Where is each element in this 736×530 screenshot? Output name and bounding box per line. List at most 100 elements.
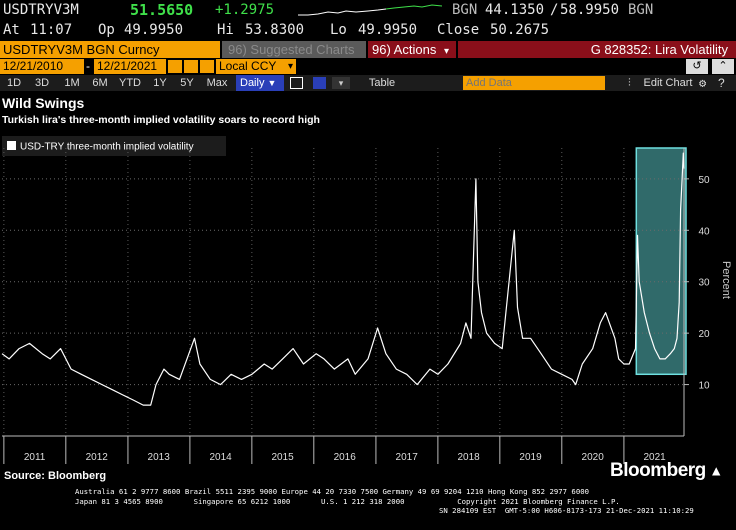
quote-source: BGN: [452, 2, 478, 18]
start-date-dash: -: [86, 59, 90, 73]
chart-subtitle: Turkish lira's three-month implied volat…: [2, 114, 320, 126]
range-1m[interactable]: 1M: [64, 77, 80, 89]
close-value: 50.2675: [490, 22, 550, 38]
ticker-symbol: USDTRYV3M: [3, 2, 79, 18]
calendar-icon-3[interactable]: [200, 60, 214, 73]
end-date-value: 12/21/2021: [97, 59, 158, 73]
open-label: Op: [98, 22, 115, 38]
security-name: USDTRYV3M BGN Curncy: [3, 42, 160, 57]
y-tick-label-10: 10: [698, 381, 710, 392]
open-value: 49.9950: [124, 22, 184, 38]
x-tick-label-2020: 2020: [582, 452, 605, 463]
y-tick-label-40: 40: [698, 226, 710, 237]
security-field[interactable]: USDTRYV3M BGN Curncy: [0, 41, 220, 58]
chevron-down-icon: ▾: [443, 46, 449, 57]
legend-swatch: [7, 141, 16, 150]
y-tick-label-50: 50: [698, 175, 710, 186]
undo-button[interactable]: ↺: [686, 59, 708, 74]
intraday-sparkline: [298, 4, 443, 16]
range-6m[interactable]: 6M: [92, 77, 108, 89]
x-tick-label-2021: 2021: [644, 452, 667, 463]
chevron-down-icon: ▼: [267, 78, 277, 88]
chart-area: Wild Swings Turkish lira's three-month i…: [1, 95, 732, 464]
x-tick-label-2018: 2018: [457, 452, 480, 463]
chart-id: G 828352: Lira Volatility: [590, 42, 728, 57]
source-text: Source: Bloomberg: [4, 470, 107, 482]
y-axis-label: Percent: [720, 261, 732, 299]
help-icon[interactable]: ?: [718, 76, 725, 90]
x-tick-label-2013: 2013: [148, 452, 171, 463]
x-tick-label-2012: 2012: [86, 452, 109, 463]
grid: [2, 148, 684, 436]
contact-line-2: Japan 81 3 4565 8900 Singapore 65 6212 1…: [75, 497, 620, 506]
series-line: [1, 152, 685, 406]
quote-time: 11:07: [30, 22, 73, 38]
y-axis: 10 20 30 40 50: [683, 148, 710, 436]
ticker-row: USDTRYV3M 51.5650 +1.2975 BGN 44.1350 / …: [0, 0, 736, 20]
line-chart-icon[interactable]: [290, 77, 303, 89]
quote-source-2: BGN: [628, 2, 654, 18]
high-value: 53.8300: [245, 22, 305, 38]
redo-button[interactable]: ⌃: [712, 59, 734, 74]
currency-value: Local CCY: [219, 59, 277, 73]
date-bar: 12/21/2010 - 12/21/2021 Local CCY ▾ ↺ ⌃: [0, 58, 736, 75]
suggested-charts-button[interactable]: 96) Suggested Charts: [222, 41, 366, 58]
range-ytd[interactable]: YTD: [119, 77, 141, 89]
price-change: +1.2975: [215, 2, 275, 18]
calendar-icon-2[interactable]: [184, 60, 198, 73]
low-label: Lo: [330, 22, 347, 38]
add-data-input[interactable]: [463, 76, 605, 90]
suggested-charts-label: 96) Suggested Charts: [228, 42, 355, 57]
range-1d[interactable]: 1D: [6, 77, 22, 89]
high-label: Hi: [217, 22, 234, 38]
currency-select[interactable]: Local CCY ▾: [216, 59, 296, 74]
bid-ask-separator: /: [550, 2, 559, 18]
bloomberg-app-icon[interactable]: ▲: [712, 463, 721, 479]
start-date-field[interactable]: 12/21/2010: [0, 59, 84, 74]
range-max[interactable]: Max: [206, 77, 228, 89]
range-1y[interactable]: 1Y: [153, 77, 167, 89]
actions-label: 96) Actions: [372, 42, 437, 57]
legend-box: [2, 136, 226, 156]
x-tick-label-2017: 2017: [396, 452, 419, 463]
close-label: Close: [437, 22, 480, 38]
contact-line-1: Australia 61 2 9777 8600 Brazil 5511 239…: [75, 487, 589, 496]
range-5y[interactable]: 5Y: [180, 77, 194, 89]
calendar-icon[interactable]: [168, 60, 182, 73]
at-label: At: [3, 22, 20, 38]
edit-icon[interactable]: ⫶: [628, 76, 631, 89]
range-3d[interactable]: 3D: [34, 77, 50, 89]
x-tick-label-2014: 2014: [209, 452, 232, 463]
last-price: 51.5650: [130, 1, 194, 19]
ask-price: 58.9950: [560, 2, 620, 18]
gear-icon[interactable]: ⚙: [699, 76, 707, 90]
chevron-down-icon: ▾: [287, 61, 293, 72]
x-tick-label-2011: 2011: [24, 452, 46, 463]
start-date-value: 12/21/2010: [3, 59, 64, 73]
y-tick-label-20: 20: [698, 329, 710, 340]
actions-button[interactable]: 96) Actions ▾: [368, 41, 456, 58]
frequency-value: Daily: [240, 77, 265, 89]
end-date-field[interactable]: 12/21/2021: [94, 59, 166, 74]
chart-title: Wild Swings: [2, 95, 85, 111]
bid-price: 44.1350: [485, 2, 545, 18]
legend-label: USD-TRY three-month implied volatility: [20, 142, 194, 153]
chart-title-field: G 828352: Lira Volatility: [458, 41, 736, 58]
serial-line: SN 284109 EST GMT-5:00 H606-8173-173 21-…: [439, 506, 694, 515]
footer: Source: Bloomberg Bloomberg ▲ Australia …: [0, 460, 736, 530]
highlight-box: [635, 147, 687, 376]
y-tick-label-30: 30: [698, 278, 710, 289]
edit-chart-button[interactable]: Edit Chart: [643, 77, 693, 89]
bar-chart-icon[interactable]: [313, 77, 326, 89]
x-axis: 2011 2012 2013 2014 2015 2016 2017 2018 2019 2020…: [2, 435, 684, 464]
ohlc-row: At 11:07 Op 49.9950 Hi 53.8300 Lo 49.995…: [0, 20, 736, 40]
security-bar: USDTRYV3M BGN Curncy 96) Suggested Chart…: [0, 40, 736, 58]
x-tick-label-2016: 2016: [334, 452, 357, 463]
low-value: 49.9950: [358, 22, 418, 38]
bloomberg-logo: Bloomberg: [610, 460, 706, 481]
frequency-select[interactable]: Daily ▼: [236, 75, 284, 91]
table-button[interactable]: Table: [368, 77, 396, 89]
x-tick-label-2015: 2015: [271, 452, 294, 463]
chart-toolbar: 1D 3D 1M 6M YTD 1Y 5Y Max Daily ▼ ▾ Tabl…: [0, 75, 736, 91]
chart-type-select[interactable]: ▾: [332, 77, 350, 89]
